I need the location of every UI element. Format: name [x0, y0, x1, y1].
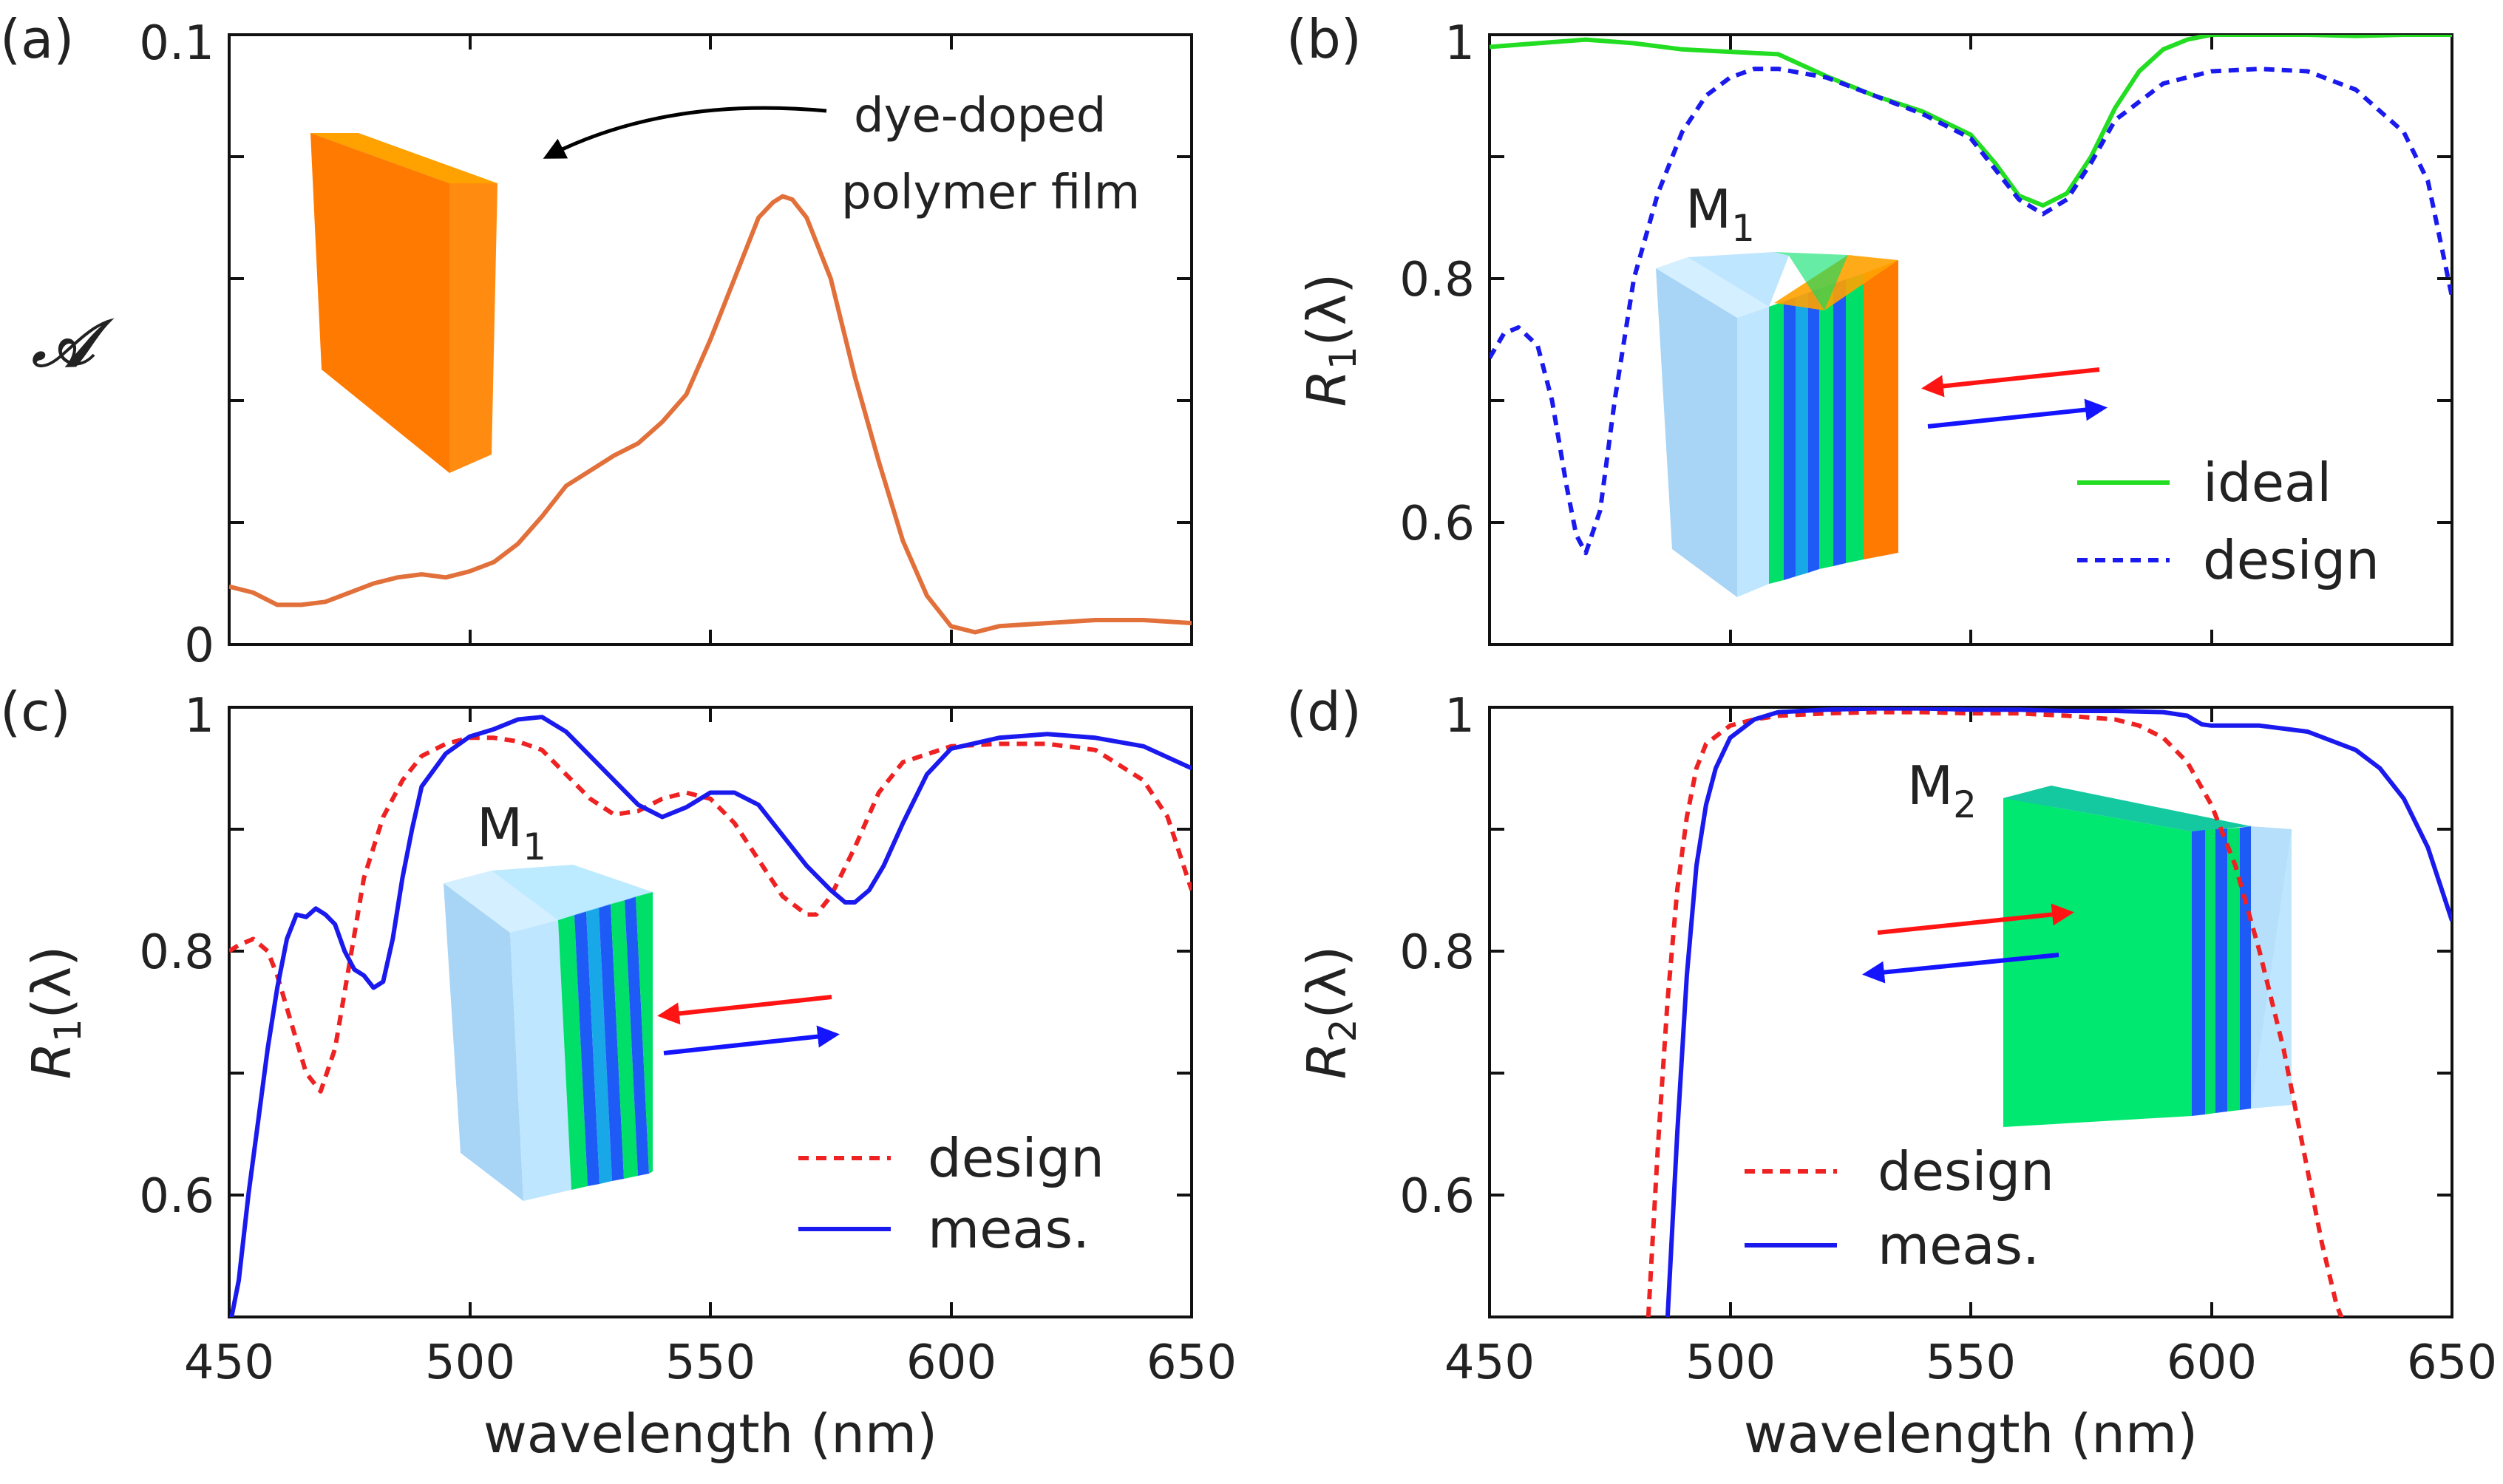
legend-meas-label-d: meas. — [1878, 1214, 2040, 1276]
panel-c-ticks — [229, 707, 1192, 1317]
panel-d-xlabel: wavelength (nm) — [1744, 1403, 2198, 1465]
panel-c-xtick-4: 650 — [1147, 1335, 1237, 1390]
m1-stack-illustration — [444, 865, 653, 1201]
panel-d-xtick-4: 650 — [2407, 1335, 2497, 1390]
panel-d-label: (d) — [1286, 681, 1362, 743]
panel-b-legend: ideal design — [2077, 452, 2380, 591]
m1-dye-stack-illustration — [1656, 252, 1898, 597]
absorption-line — [229, 194, 1192, 635]
design-line-d — [1646, 709, 2344, 1317]
panel-d-ytick-2: 1 — [1444, 689, 1475, 743]
incident-arrow-d — [1877, 903, 2074, 935]
panel-d: 1 0.8 0.6 (d) R2(λ) 450 500 550 600 650 … — [1286, 681, 2497, 1465]
panel-c-ytick-1: 0.8 — [139, 925, 214, 980]
legend-meas-label-c: meas. — [928, 1198, 1090, 1260]
panel-d-xtick-0: 450 — [1444, 1335, 1535, 1390]
meas-line-c — [229, 715, 1192, 1317]
panel-d-xtick-2: 550 — [1926, 1335, 2016, 1390]
legend-design-label: design — [2203, 529, 2380, 591]
legend-design-label-c: design — [928, 1127, 1104, 1189]
panel-b-ytick-0: 0.6 — [1399, 497, 1475, 551]
panel-c-xtick-1: 500 — [425, 1335, 515, 1390]
panel-d-ytick-0: 0.6 — [1399, 1169, 1475, 1224]
dye-slab-front — [310, 133, 449, 473]
meas-line-d — [1665, 707, 2452, 1317]
panel-c-xtick-3: 600 — [906, 1335, 996, 1390]
panel-c-ylabel: R1(λ) — [21, 946, 89, 1080]
panel-b-label: (b) — [1286, 8, 1362, 70]
annotation-line-1: dye-doped — [854, 89, 1106, 143]
panel-a-ytick-0: 0 — [184, 619, 214, 673]
reflected-arrow-b — [1927, 398, 2108, 429]
annotation-arrow — [543, 106, 827, 159]
panel-d-ytick-1: 0.8 — [1399, 925, 1475, 980]
reflected-arrow-d — [1862, 953, 2059, 984]
panel-b-ytick-1: 0.8 — [1399, 253, 1475, 307]
legend-design-label-d: design — [1878, 1140, 2054, 1202]
panel-c-legend: design meas. — [798, 1127, 1104, 1260]
panel-c-label: (c) — [0, 681, 71, 743]
panel-a-ticks — [229, 35, 1192, 644]
panel-a: 0.1 0 (a) 𝒜 dye-doped polymer film — [0, 8, 1193, 673]
m1-label-b: M1 — [1685, 178, 1755, 250]
m1-label-c: M1 — [477, 797, 546, 868]
annotation-line-2: polymer film — [841, 166, 1140, 220]
incident-arrow-c — [657, 995, 832, 1025]
panel-d-ticks — [1490, 707, 2452, 1317]
panel-a-ylabel: 𝒜 — [31, 304, 115, 381]
panel-c: 1 0.8 0.6 (c) R1(λ) 450 500 550 600 650 … — [0, 681, 1237, 1465]
reflected-arrow-c — [663, 1025, 840, 1055]
panel-c-ytick-2: 1 — [184, 689, 214, 743]
dye-slab-side — [449, 183, 497, 473]
design-line-b — [1490, 67, 2452, 556]
panel-a-ytick-1: 0.1 — [139, 16, 214, 71]
m2-stack-illustration — [2003, 786, 2292, 1127]
panel-c-xtick-2: 550 — [665, 1335, 755, 1390]
panel-c-ytick-0: 0.6 — [139, 1169, 214, 1224]
panel-d-xtick-3: 600 — [2167, 1335, 2257, 1390]
dye-slab-top — [310, 133, 497, 183]
incident-arrow-b — [1921, 367, 2100, 398]
ideal-line — [1490, 35, 2452, 208]
m2-label-d: M2 — [1907, 755, 1977, 826]
panel-c-xtick-0: 450 — [184, 1335, 274, 1390]
legend-ideal-label: ideal — [2203, 452, 2332, 514]
panel-d-legend: design meas. — [1745, 1140, 2054, 1276]
panel-b-ticks — [1490, 35, 2452, 644]
panel-c-xlabel: wavelength (nm) — [483, 1403, 937, 1465]
panel-a-label: (a) — [0, 8, 74, 70]
panel-b: 1 0.8 0.6 (b) R1(λ) M1 ideal — [1286, 8, 2453, 646]
panel-b-ytick-2: 1 — [1444, 16, 1475, 71]
panel-d-xtick-1: 500 — [1685, 1335, 1776, 1390]
dye-slab-illustration — [310, 133, 497, 473]
panel-d-ylabel: R2(λ) — [1296, 946, 1365, 1080]
panel-b-ylabel: R1(λ) — [1296, 273, 1365, 407]
